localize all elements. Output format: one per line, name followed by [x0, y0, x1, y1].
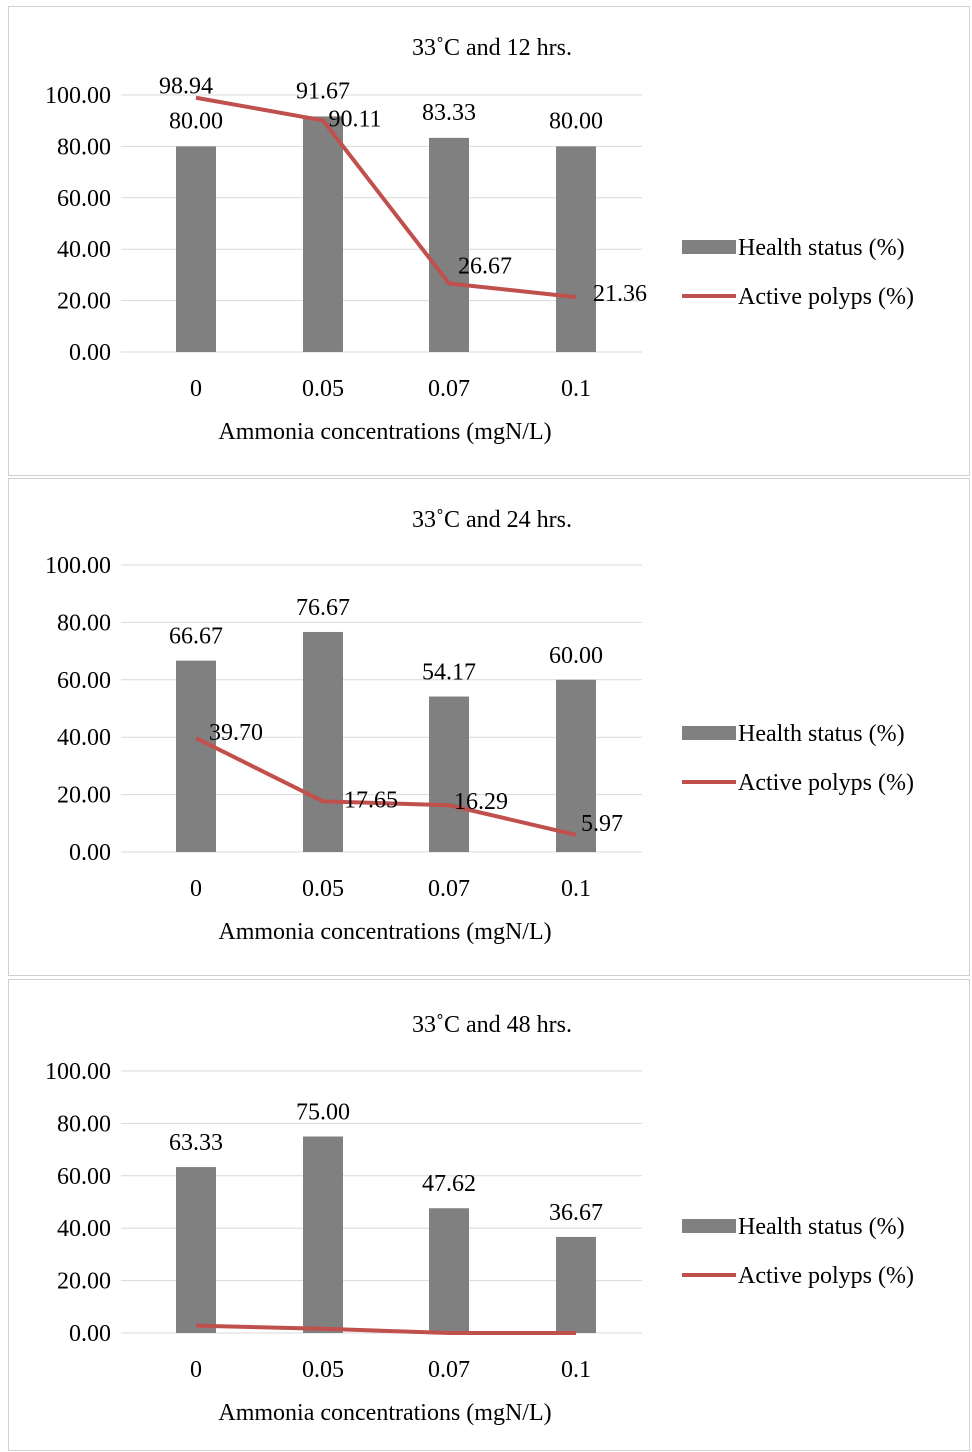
bar-data-label: 47.62	[422, 1171, 476, 1197]
x-tick-label: 0.1	[561, 876, 591, 902]
y-tick-label: 0.00	[69, 840, 111, 866]
bar-data-label: 75.00	[296, 1100, 350, 1126]
legend-label-active-polyps: Active polyps (%)	[738, 1263, 914, 1289]
legend-swatch-health-status	[682, 1219, 736, 1233]
bar-health-status	[429, 1208, 469, 1333]
x-axis-label: Ammonia concentrations (mgN/L)	[218, 419, 551, 445]
line-data-label: 5.97	[581, 811, 623, 837]
bar-data-label: 80.00	[169, 108, 223, 134]
bar-health-status	[429, 696, 469, 852]
bar-data-label: 54.17	[422, 660, 476, 686]
bar-data-label: 60.00	[549, 643, 603, 669]
line-data-label: 90.11	[328, 106, 381, 132]
chart-title: 33˚C and 24 hrs.	[412, 507, 572, 533]
chart-panel-24hrs: 33˚C and 24 hrs. 0.00 20.00 40.00 60.00 80.00…	[8, 478, 970, 976]
bar-data-label: 63.33	[169, 1130, 223, 1156]
y-tick-label: 40.00	[57, 1216, 111, 1242]
line-active-polyps	[195, 1323, 576, 1335]
chart-panel-12hrs: 33˚C and 12 hrs. 0.00 20.00 40.00 60.00 80.00…	[8, 6, 970, 476]
x-tick-label: 0	[190, 1357, 202, 1383]
x-tick-label: 0.05	[302, 876, 344, 902]
line-data-label: 26.67	[458, 253, 512, 279]
legend-label-active-polyps: Active polyps (%)	[738, 770, 914, 796]
legend-label-health-status: Health status (%)	[738, 235, 905, 261]
x-tick-label: 0	[190, 876, 202, 902]
bar-data-label: 91.67	[296, 78, 350, 104]
x-tick-label: 0.05	[302, 1357, 344, 1383]
legend-label-active-polyps: Active polyps (%)	[738, 284, 914, 310]
y-tick-label: 20.00	[57, 1269, 111, 1295]
chart-title: 33˚C and 12 hrs.	[412, 35, 572, 61]
chart-48hrs: 33˚C and 48 hrs. 0.00 20.00 40.00 60.00 80.00…	[45, 1012, 914, 1426]
legend-label-health-status: Health status (%)	[738, 721, 905, 747]
bar-data-label: 83.33	[422, 100, 476, 126]
y-tick-label: 100.00	[45, 1059, 111, 1085]
x-axis-label: Ammonia concentrations (mgN/L)	[218, 919, 551, 945]
bar-health-status	[556, 146, 596, 352]
chart-panel-48hrs: 33˚C and 48 hrs. 0.00 20.00 40.00 60.00 80.00…	[8, 979, 970, 1451]
x-tick-label: 0.07	[428, 1357, 470, 1383]
y-tick-label: 40.00	[57, 725, 111, 751]
bar-health-status	[176, 1167, 216, 1333]
line-data-label: 21.36	[593, 281, 647, 307]
y-tick-label: 80.00	[57, 610, 111, 636]
y-tick-label: 0.00	[69, 340, 111, 366]
x-tick-label: 0.05	[302, 376, 344, 402]
x-tick-label: 0.1	[561, 1357, 591, 1383]
bar-health-status	[176, 146, 216, 352]
y-tick-label: 100.00	[45, 553, 111, 579]
y-tick-label: 60.00	[57, 668, 111, 694]
bar-health-status	[303, 631, 343, 852]
bar-health-status	[303, 1136, 343, 1333]
legend-swatch-health-status	[682, 240, 736, 254]
bar-health-status	[303, 116, 343, 352]
line-data-label: 98.94	[159, 74, 213, 100]
bar-health-status	[556, 679, 596, 852]
line-data-label: 39.70	[209, 720, 263, 746]
chart-12hrs: 33˚C and 12 hrs. 0.00 20.00 40.00 60.00 80.00…	[45, 35, 914, 445]
y-tick-label: 80.00	[57, 134, 111, 160]
line-active-polyps	[195, 95, 577, 300]
bar-data-label: 66.67	[169, 624, 223, 650]
y-tick-label: 60.00	[57, 1164, 111, 1190]
x-axis-label: Ammonia concentrations (mgN/L)	[218, 1400, 551, 1426]
bar-data-label: 80.00	[549, 108, 603, 134]
line-data-label: 16.29	[454, 789, 508, 815]
y-tick-label: 60.00	[57, 186, 111, 212]
bar-data-label: 76.67	[296, 595, 350, 621]
x-tick-label: 0	[190, 376, 202, 402]
bar-health-status	[556, 1236, 596, 1333]
y-tick-label: 0.00	[69, 1321, 111, 1347]
x-tick-label: 0.07	[428, 376, 470, 402]
chart-24hrs: 33˚C and 24 hrs. 0.00 20.00 40.00 60.00 80.00…	[45, 507, 914, 945]
y-tick-label: 100.00	[45, 83, 111, 109]
y-tick-label: 40.00	[57, 237, 111, 263]
chart-title: 33˚C and 48 hrs.	[412, 1012, 572, 1038]
x-tick-label: 0.1	[561, 376, 591, 402]
line-active-polyps	[195, 736, 577, 837]
y-tick-label: 80.00	[57, 1111, 111, 1137]
y-tick-label: 20.00	[57, 783, 111, 809]
legend-swatch-health-status	[682, 726, 736, 740]
y-tick-label: 20.00	[57, 289, 111, 315]
line-data-label: 17.65	[344, 787, 398, 813]
bar-health-status	[176, 660, 216, 852]
bar-health-status	[429, 137, 469, 352]
legend-label-health-status: Health status (%)	[738, 1214, 905, 1240]
bar-data-label: 36.67	[549, 1200, 603, 1226]
x-tick-label: 0.07	[428, 876, 470, 902]
